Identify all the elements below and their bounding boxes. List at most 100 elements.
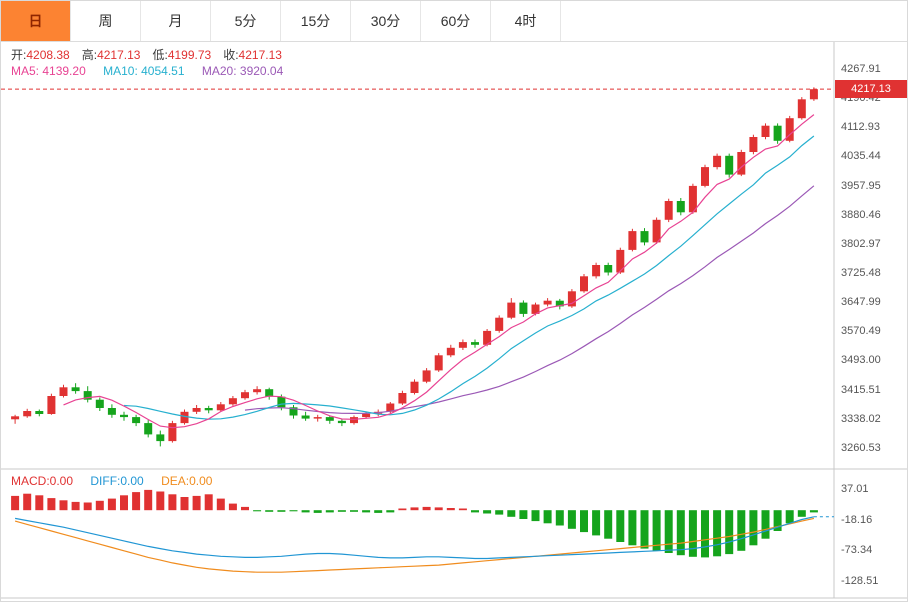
open-value: 4208.38	[26, 48, 70, 62]
candle-body	[785, 118, 794, 141]
macd-bar	[797, 510, 806, 517]
macd-bar	[180, 497, 189, 511]
macd-bar	[519, 510, 528, 519]
tab-day[interactable]: 日	[1, 1, 71, 41]
macd-bar	[664, 510, 673, 553]
macd-bar	[531, 510, 540, 522]
candle-body	[362, 413, 371, 418]
candle-body	[543, 300, 552, 305]
macd-bar	[301, 510, 310, 513]
macd-bar	[168, 494, 177, 511]
macd-axis-label: -73.34	[841, 544, 873, 557]
candle-body	[422, 370, 431, 382]
macd-bar	[604, 510, 613, 539]
macd-bar	[458, 508, 467, 511]
candle-body	[204, 408, 213, 411]
ma20-value: 3920.04	[239, 64, 284, 78]
dea-value: 0.00	[189, 474, 213, 488]
macd-bar	[241, 506, 249, 511]
candle-body	[809, 89, 818, 100]
macd-bar	[737, 510, 746, 551]
ohlc-readout: 开:4208.38 高:4217.13 低:4199.73 收:4217.13	[11, 46, 294, 63]
candle-body	[71, 387, 80, 392]
open-label: 开:	[11, 48, 27, 62]
candle-body	[628, 231, 637, 250]
candle-body	[337, 420, 346, 424]
tab-4hour[interactable]: 4时	[491, 1, 561, 41]
candle-body	[241, 392, 249, 399]
candle-body	[301, 415, 310, 419]
ma10-value: 4054.51	[141, 64, 185, 78]
candle-body	[265, 389, 274, 397]
macd-bar	[688, 510, 697, 557]
macd-readout: MACD:0.00 DIFF:0.00 DEA:0.00	[11, 474, 226, 488]
candle-body	[688, 185, 697, 213]
dea-line	[14, 517, 815, 573]
ma20-line	[244, 185, 815, 415]
macd-bar	[652, 510, 661, 551]
macd-bar	[676, 510, 685, 556]
candle-body	[773, 125, 782, 141]
macd-bar	[725, 510, 734, 555]
macd-bar	[495, 510, 504, 515]
candle-body	[156, 434, 165, 442]
macd-bar	[95, 500, 104, 511]
tab-month[interactable]: 月	[141, 1, 211, 41]
candle-body	[458, 342, 467, 348]
macd-bar	[773, 510, 782, 531]
macd-bar	[204, 494, 213, 511]
ma10-line	[123, 135, 815, 420]
candle-body	[519, 302, 528, 314]
macd-bar	[289, 510, 298, 512]
candle-body	[725, 155, 734, 175]
candle-body	[652, 219, 661, 243]
macd-axis-label: -128.51	[841, 574, 879, 587]
macd-bar	[265, 510, 274, 512]
candle-body	[120, 414, 128, 418]
tab-30min[interactable]: 30分	[351, 1, 421, 41]
price-axis: 4267.91 4190.42 4112.93 4035.44 3957.95 …	[841, 63, 905, 455]
candle-body	[23, 411, 32, 417]
ma5-value: 4139.20	[42, 64, 86, 78]
candle-body	[253, 389, 262, 393]
macd-bar	[216, 498, 225, 511]
macd-bar	[156, 491, 165, 511]
candle-body	[483, 330, 492, 345]
diff-value: 0.00	[120, 474, 144, 488]
tab-week[interactable]: 周	[71, 1, 141, 41]
macd-bar	[471, 510, 479, 513]
macd-bar	[422, 506, 431, 511]
candle-body	[228, 398, 237, 405]
candle-body	[277, 396, 286, 408]
tab-15min[interactable]: 15分	[281, 1, 351, 41]
ma5-line	[63, 114, 815, 429]
timeframe-tabs: 日 周 月 5分 15分 30分 60分 4时	[1, 1, 907, 42]
macd-bar	[507, 510, 516, 517]
price-axis-label: 3570.49	[841, 325, 881, 338]
macd-axis: 37.01 -18.16 -73.34 -128.51	[841, 483, 905, 588]
high-value: 4217.13	[97, 48, 141, 62]
candle-body	[446, 347, 455, 356]
macd-bar	[144, 489, 153, 511]
macd-bar	[132, 492, 141, 511]
price-axis-label: 3725.48	[841, 266, 881, 279]
ma20-label: MA20:	[201, 64, 237, 78]
candle-body	[35, 411, 44, 414]
candle-body	[386, 403, 395, 412]
candle-body	[664, 201, 673, 220]
candle-body	[180, 411, 189, 424]
tab-5min[interactable]: 5分	[211, 1, 281, 41]
macd-bar	[809, 510, 818, 513]
ma10-label: MA10:	[103, 64, 138, 78]
tab-60min[interactable]: 60分	[421, 1, 491, 41]
macd-value: 0.00	[49, 474, 74, 488]
candle-body	[616, 249, 625, 273]
macd-bar	[616, 510, 625, 542]
low-label: 低:	[152, 48, 168, 62]
candle-body	[580, 276, 588, 292]
candle-body	[47, 396, 56, 414]
candle-body	[761, 125, 770, 137]
candle-body	[495, 317, 504, 331]
